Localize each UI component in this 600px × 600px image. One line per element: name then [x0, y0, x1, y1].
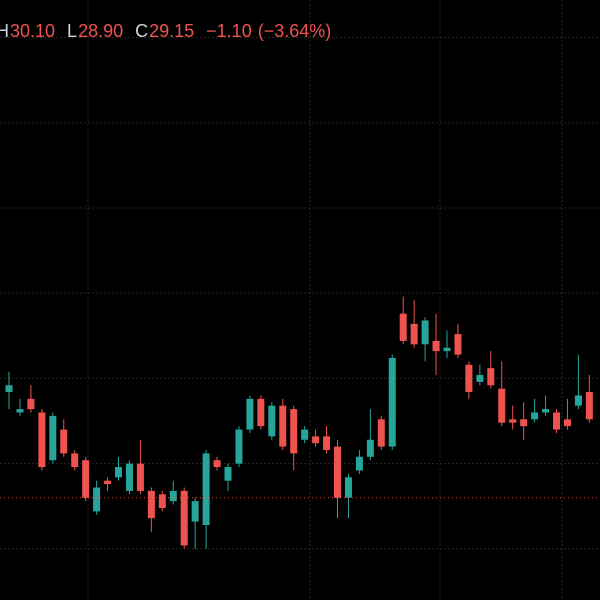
- candle-body: [476, 375, 484, 382]
- candle-body: [487, 368, 495, 386]
- candle-body: [585, 392, 593, 420]
- candle-body: [443, 347, 451, 352]
- header: H 30.10 L 28.90 C 29.15 −1.10 (−3.64%): [0, 21, 331, 41]
- candle-body: [125, 463, 133, 491]
- candle-body: [169, 490, 177, 502]
- candle-body: [235, 429, 243, 464]
- time-grid: [87, 0, 563, 600]
- candle-body: [191, 501, 199, 522]
- candle-body: [136, 463, 144, 491]
- legend-label: H: [0, 21, 9, 41]
- candle-body: [180, 490, 188, 546]
- candle-body: [60, 429, 68, 454]
- candle-body: [334, 446, 341, 498]
- candle-body: [38, 412, 46, 468]
- legend-value: 28.90: [78, 21, 123, 41]
- legend-value: 30.10: [10, 21, 55, 41]
- candle-body: [553, 412, 560, 430]
- candle-body: [279, 405, 287, 447]
- candle-body: [27, 398, 35, 410]
- candle-body: [465, 364, 473, 393]
- change-percent: (−3.64%): [258, 21, 332, 41]
- candle-body: [344, 477, 352, 498]
- legend-label: C: [135, 21, 148, 41]
- candle-body: [531, 412, 539, 420]
- candle-body: [104, 480, 112, 485]
- candle-body: [115, 467, 122, 478]
- candle-body: [454, 334, 462, 355]
- candle-body: [290, 409, 298, 454]
- candle-body: [574, 395, 582, 406]
- candle-body: [301, 429, 309, 440]
- candle-body: [16, 409, 24, 413]
- candle-body: [366, 439, 374, 457]
- candle-body: [421, 320, 429, 345]
- candle-body: [224, 467, 232, 481]
- legend-label: L: [67, 21, 77, 41]
- candle-body: [542, 409, 550, 413]
- legend-value: 29.15: [149, 21, 194, 41]
- price-grid: [0, 37, 600, 550]
- change: −1.10: [206, 21, 252, 41]
- candle-body: [202, 453, 210, 525]
- candle-body: [520, 419, 528, 427]
- candle-body: [312, 436, 320, 444]
- candle-body: [498, 388, 506, 423]
- candle-body: [377, 419, 385, 447]
- candle-body: [82, 460, 90, 498]
- candle-body: [158, 494, 166, 508]
- candle-body: [49, 415, 57, 461]
- candle-body: [509, 419, 517, 423]
- candle-body: [213, 460, 221, 468]
- candle-body: [355, 456, 363, 471]
- candle-body: [563, 419, 571, 427]
- candle-body: [323, 436, 331, 450]
- candle-body: [410, 323, 418, 345]
- candle-body: [432, 340, 440, 352]
- candle-body: [147, 490, 155, 519]
- candle-body: [268, 405, 276, 437]
- candle-body: [93, 487, 101, 512]
- candle-body: [257, 398, 265, 427]
- candle-body: [246, 398, 254, 430]
- candles: [0, 296, 600, 549]
- candle-body: [388, 357, 396, 447]
- candle-body: [5, 385, 13, 393]
- candle-body: [71, 453, 79, 468]
- candle-body: [399, 313, 407, 341]
